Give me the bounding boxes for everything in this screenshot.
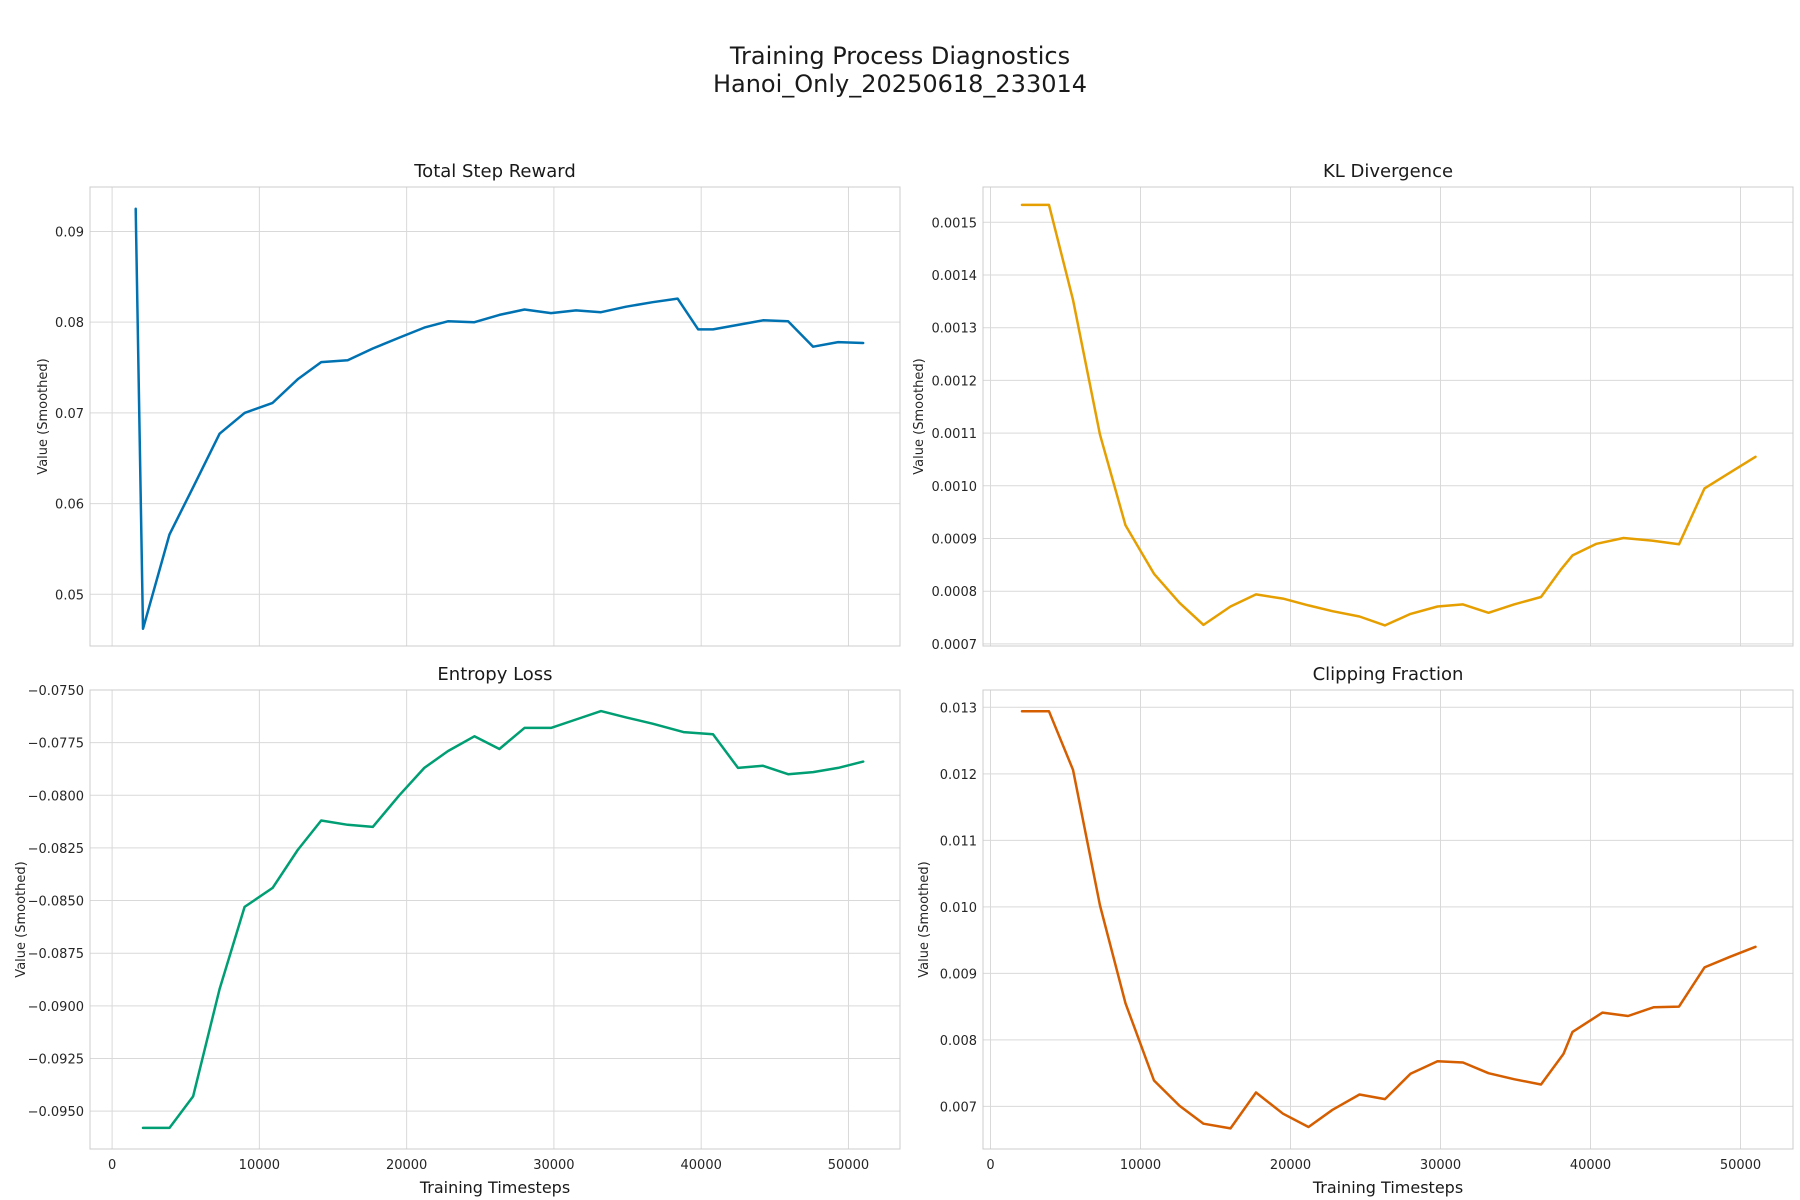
x-axis-label: Training Timesteps — [419, 1178, 570, 1197]
y-tick-label: 0.011 — [940, 834, 977, 849]
chart-title: Total Step Reward — [413, 161, 576, 182]
y-tick-label: 0.0014 — [932, 269, 978, 284]
plot-frame — [982, 689, 1794, 1150]
y-axis-label: Value (Smoothed) — [14, 861, 29, 977]
chart-panel-3: Entropy Loss −0.0950 −0.0925 −0.0900 −0.0875… — [14, 664, 901, 1197]
y-axis-label: Value (Smoothed) — [36, 358, 51, 474]
series-line — [134, 207, 865, 631]
y-tick-label: −0.0925 — [28, 1052, 84, 1067]
x-tick-label: 50000 — [828, 1158, 869, 1173]
x-tick-label: 0 — [986, 1158, 994, 1173]
chart-title: Clipping Fraction — [1313, 664, 1464, 685]
y-tick-label: 0.0007 — [932, 638, 978, 653]
y-axis-label: Value (Smoothed) — [912, 358, 927, 474]
x-tick-label: 20000 — [386, 1158, 427, 1173]
y-tick-label: 0.08 — [55, 316, 84, 331]
chart-panel-1: Total Step Reward 0.05 0.06 0.07 0.08 0.09 Val… — [36, 161, 901, 647]
y-tick-label: 0.008 — [940, 1034, 977, 1049]
y-tick-label: −0.0950 — [28, 1105, 84, 1120]
y-tick-label: 0.0011 — [932, 427, 978, 442]
y-tick-label: 0.06 — [55, 498, 84, 513]
y-tick-label: 0.009 — [940, 967, 977, 982]
chart-title: KL Divergence — [1323, 161, 1453, 182]
plot-frame — [982, 186, 1794, 647]
figure-title: Training Process Diagnostics — [729, 42, 1071, 70]
y-axis-label: Value (Smoothed) — [917, 861, 932, 977]
x-tick-label: 10000 — [239, 1158, 280, 1173]
x-tick-label: 50000 — [1720, 1158, 1761, 1173]
figure-subtitle: Hanoi_Only_20250618_233014 — [712, 70, 1088, 98]
y-tick-label: 0.0013 — [932, 322, 978, 337]
y-tick-label: −0.0825 — [28, 842, 84, 857]
x-tick-label: 30000 — [1420, 1158, 1461, 1173]
y-tick-label: 0.07 — [55, 407, 84, 422]
y-tick-label: −0.0850 — [28, 895, 84, 910]
y-tick-label: −0.0800 — [28, 789, 84, 804]
series-line — [1020, 203, 1757, 627]
y-tick-label: 0.0015 — [932, 216, 978, 231]
plot-frame — [89, 186, 901, 647]
x-tick-label: 30000 — [533, 1158, 574, 1173]
chart-title: Entropy Loss — [437, 664, 552, 685]
y-tick-label: −0.0750 — [28, 684, 84, 699]
y-tick-label: 0.09 — [55, 225, 84, 240]
x-tick-label: 20000 — [1270, 1158, 1311, 1173]
x-tick-label: 40000 — [681, 1158, 722, 1173]
y-tick-label: 0.05 — [55, 588, 84, 603]
x-tick-label: 10000 — [1120, 1158, 1161, 1173]
chart-panel-4: Clipping Fraction 0.007 0.008 0.009 0.010 0.0… — [917, 664, 1794, 1197]
series-line — [1020, 710, 1757, 1130]
y-tick-label: −0.0875 — [28, 947, 84, 962]
series-line — [141, 709, 865, 1130]
y-tick-label: −0.0775 — [28, 737, 84, 752]
chart-panel-2: KL Divergence 0.0007 0.0008 0.0009 0.0010 0.0… — [912, 161, 1794, 653]
y-tick-label: 0.0010 — [932, 480, 978, 495]
y-tick-label: 0.0008 — [932, 585, 978, 600]
x-axis-label: Training Timesteps — [1312, 1178, 1463, 1197]
x-tick-label: 40000 — [1570, 1158, 1611, 1173]
plot-frame — [89, 689, 901, 1150]
y-tick-label: 0.0009 — [932, 532, 978, 547]
y-tick-label: 0.013 — [940, 701, 977, 716]
y-tick-label: 0.012 — [940, 768, 977, 783]
y-tick-label: 0.0012 — [932, 374, 978, 389]
x-tick-label: 0 — [108, 1158, 116, 1173]
y-tick-label: 0.010 — [940, 901, 977, 916]
y-tick-label: −0.0900 — [28, 1000, 84, 1015]
y-tick-label: 0.007 — [940, 1100, 977, 1115]
